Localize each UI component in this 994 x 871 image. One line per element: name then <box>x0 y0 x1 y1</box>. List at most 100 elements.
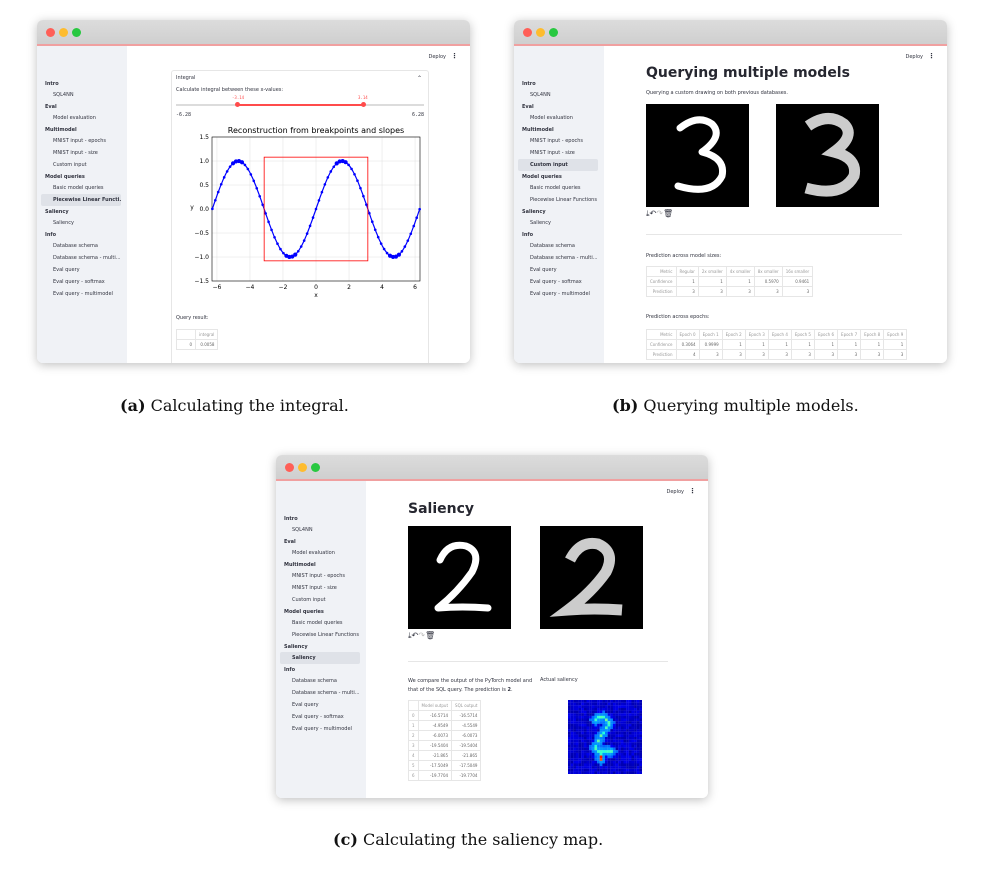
heatmap-cell <box>634 768 637 772</box>
zoom-dot[interactable] <box>72 28 81 37</box>
heatmap-cell <box>639 739 642 743</box>
zoom-dot[interactable] <box>311 463 320 472</box>
sidebar-item[interactable]: Eval query - multimodel <box>530 291 590 297</box>
sidebar-item[interactable]: Eval query - softmax <box>53 279 105 285</box>
sidebar-item[interactable]: Custom input <box>292 597 326 603</box>
table-cell: 0 <box>408 710 419 721</box>
sidebar-item[interactable]: MNIST input - epochs <box>292 573 346 579</box>
deploy-button[interactable]: Deploy <box>428 54 446 60</box>
download-icon[interactable]: ⤓ <box>408 631 412 640</box>
minimize-dot[interactable] <box>298 463 307 472</box>
integral-expander: Integral ⌃ Calculate integral between th… <box>171 70 429 363</box>
sidebar-item[interactable]: Basic model queries <box>53 185 104 191</box>
heatmap-cell <box>583 726 587 730</box>
sidebar-item[interactable]: Database schema - multi... <box>292 690 360 696</box>
sidebar-item[interactable]: SQL4NN <box>530 92 551 98</box>
sidebar-item[interactable]: Eval query - multimodel <box>292 726 352 732</box>
sidebar-item[interactable]: Custom input <box>518 159 598 171</box>
result-row-index: 0 <box>176 339 196 350</box>
heatmap-cell <box>626 707 629 711</box>
sidebar-item[interactable]: Eval query <box>530 267 557 273</box>
heatmap-cell <box>607 729 611 732</box>
sidebar-item[interactable]: MNIST input - epochs <box>53 138 107 144</box>
sidebar-item[interactable]: Piecewise Linear Functi... <box>41 194 121 206</box>
minimize-dot[interactable] <box>59 28 68 37</box>
redo-icon[interactable]: ↷ <box>656 209 663 218</box>
undo-icon[interactable]: ↶ <box>411 631 419 640</box>
heatmap-cell <box>594 744 598 748</box>
main-menu-icon[interactable]: ⋮ <box>451 52 458 60</box>
heatmap-cell <box>639 742 642 746</box>
heatmap-cell <box>575 755 579 759</box>
sidebar-item[interactable]: Database schema <box>530 243 575 249</box>
drawing-canvas[interactable] <box>646 104 749 207</box>
slider-handle-low[interactable] <box>235 102 240 107</box>
undo-icon[interactable]: ↶ <box>649 209 657 218</box>
heatmap-cell <box>599 766 603 769</box>
trash-icon[interactable]: 🗑 <box>424 631 436 640</box>
deploy-button[interactable]: Deploy <box>905 54 923 60</box>
download-icon[interactable]: ⤓ <box>646 209 650 218</box>
sidebar-item[interactable]: Saliency <box>53 220 74 226</box>
sidebar-item[interactable]: Eval query <box>292 702 319 708</box>
data-point <box>249 173 253 176</box>
zoom-dot[interactable] <box>549 28 558 37</box>
slider-track[interactable] <box>176 102 424 107</box>
sidebar-item[interactable]: Database schema - multi... <box>530 255 598 261</box>
sidebar-item[interactable]: Database schema <box>53 243 98 249</box>
main-menu-icon[interactable]: ⋮ <box>928 52 935 60</box>
redo-icon[interactable]: ↷ <box>418 631 425 640</box>
sidebar-item[interactable]: Model evaluation <box>530 115 573 121</box>
heatmap-cell <box>575 760 579 764</box>
heatmap-cell <box>573 742 577 746</box>
table-cell: 3 <box>813 349 839 360</box>
deploy-button[interactable]: Deploy <box>666 489 684 495</box>
heatmap-cell <box>578 763 582 767</box>
sidebar-item[interactable]: Custom input <box>53 162 87 168</box>
heatmap-cell <box>589 702 592 706</box>
heatmap-cell <box>620 713 624 716</box>
minimize-dot[interactable] <box>536 28 545 37</box>
sidebar-item[interactable]: Saliency <box>530 220 551 226</box>
sidebar-item[interactable]: MNIST input - size <box>292 585 337 591</box>
sidebar-item[interactable]: Piecewise Linear Functions <box>530 197 597 203</box>
sidebar-item[interactable]: Model evaluation <box>292 550 335 556</box>
heatmap-cell <box>591 702 595 706</box>
sidebar-item[interactable]: SQL4NN <box>53 92 74 98</box>
expander-title[interactable]: Integral <box>176 75 196 81</box>
close-dot[interactable] <box>46 28 55 37</box>
heatmap-cell <box>636 700 640 703</box>
main-menu-icon[interactable]: ⋮ <box>689 487 696 495</box>
sidebar-item[interactable]: Eval query <box>53 267 80 273</box>
chevron-up-icon[interactable]: ⌃ <box>416 75 422 82</box>
heatmap-cell <box>636 737 640 740</box>
result-value: 0.0058 <box>194 339 219 350</box>
sidebar-item[interactable]: Eval query - multimodel <box>53 291 113 297</box>
close-dot[interactable] <box>285 463 294 472</box>
slider-handle-high[interactable] <box>361 102 366 107</box>
drawing-canvas[interactable] <box>408 526 511 629</box>
sidebar-item[interactable]: MNIST input - epochs <box>530 138 584 144</box>
sidebar-item[interactable]: MNIST input - size <box>530 150 575 156</box>
sidebar-item[interactable]: Basic model queries <box>292 620 343 626</box>
heatmap-cell <box>626 734 629 738</box>
heatmap-cell <box>623 747 627 751</box>
sidebar-item[interactable]: SQL4NN <box>292 527 313 533</box>
heatmap-cell <box>631 715 635 719</box>
sidebar-item[interactable]: Model evaluation <box>53 115 96 121</box>
heatmap-cell <box>589 742 592 746</box>
sidebar-item[interactable]: Saliency <box>280 652 360 664</box>
sidebar-section-label: Multimodel <box>522 127 554 133</box>
trash-icon[interactable]: 🗑 <box>662 209 674 218</box>
heatmap-cell <box>612 715 616 719</box>
sidebar-item[interactable]: Database schema - multi... <box>53 255 121 261</box>
sidebar-item[interactable]: Piecewise Linear Functions <box>292 632 359 638</box>
sidebar-item[interactable]: Database schema <box>292 678 337 684</box>
heatmap-cell <box>568 758 571 761</box>
sidebar-item[interactable]: Eval query - softmax <box>530 279 582 285</box>
sidebar-item[interactable]: MNIST input - size <box>53 150 98 156</box>
sidebar-item[interactable]: Basic model queries <box>530 185 581 191</box>
sidebar-item[interactable]: Eval query - softmax <box>292 714 344 720</box>
heatmap-cell <box>568 705 571 709</box>
close-dot[interactable] <box>523 28 532 37</box>
